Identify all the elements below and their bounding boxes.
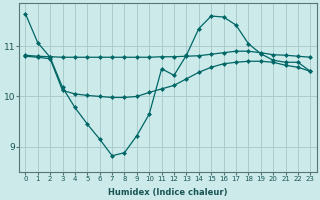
X-axis label: Humidex (Indice chaleur): Humidex (Indice chaleur): [108, 188, 228, 197]
